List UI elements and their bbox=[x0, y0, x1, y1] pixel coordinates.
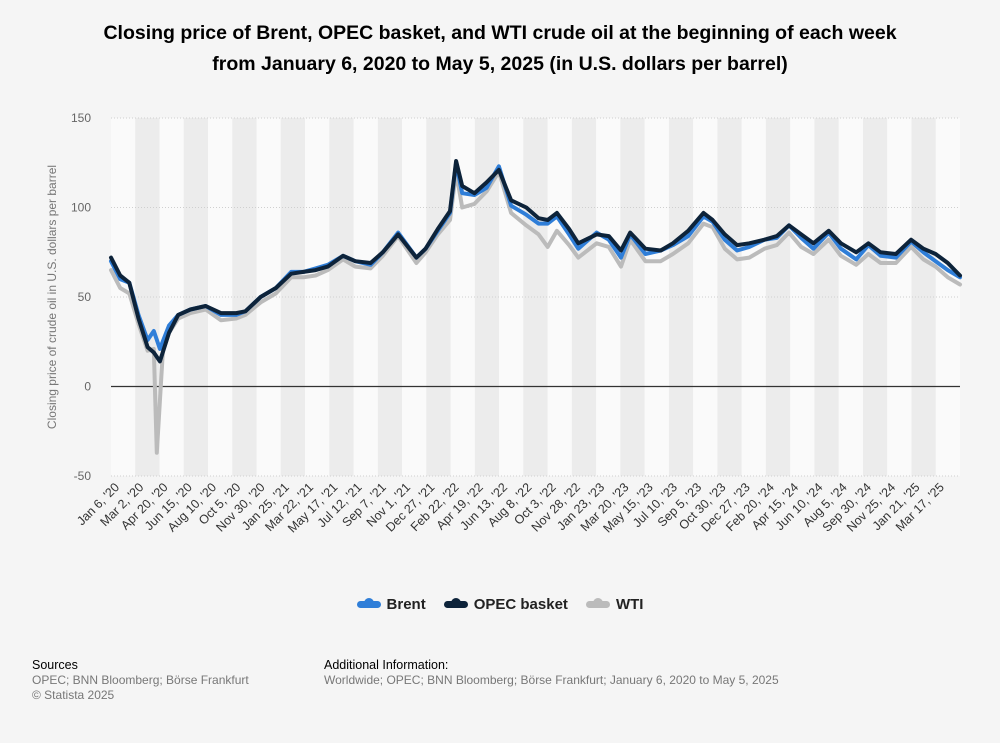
band-7 bbox=[280, 118, 306, 476]
y-tick-label: 50 bbox=[78, 290, 92, 304]
series-line-opec-basket[interactable] bbox=[109, 159, 962, 364]
band-32 bbox=[887, 118, 912, 476]
legend-label-brent: Brent bbox=[386, 596, 426, 613]
y-tick-label: 100 bbox=[71, 201, 91, 215]
legend-label-opec: OPEC basket bbox=[473, 596, 568, 613]
legend-swatch-wti bbox=[585, 598, 610, 608]
y-tick-label: 0 bbox=[84, 380, 91, 394]
sources-heading: Sources bbox=[32, 658, 78, 672]
band-30 bbox=[838, 118, 863, 476]
legend-item-opec[interactable]: OPEC basket bbox=[443, 596, 568, 613]
title-line-2: from January 6, 2020 to May 5, 2025 (in … bbox=[212, 53, 788, 75]
copyright: © Statista 2025 bbox=[32, 688, 115, 702]
legend: Brent OPEC basket WTI bbox=[0, 596, 1000, 613]
y-tick-label: -50 bbox=[74, 469, 92, 483]
legend-swatch-opec bbox=[443, 598, 468, 608]
band-9 bbox=[329, 118, 354, 476]
legend-label-wti: WTI bbox=[615, 596, 644, 613]
sources-text: OPEC; BNN Bloomberg; Börse Frankfurt bbox=[32, 673, 249, 687]
series-line-wti[interactable] bbox=[109, 169, 962, 455]
title-line-1: Closing price of Brent, OPEC basket, and… bbox=[103, 22, 897, 44]
y-axis-ticks: 150 100 50 0 -50 bbox=[71, 111, 91, 483]
y-tick-label: 150 bbox=[71, 111, 91, 125]
additional-text: Worldwide; OPEC; BNN Bloomberg; Börse Fr… bbox=[324, 673, 779, 687]
band-18 bbox=[547, 118, 572, 476]
background-bands bbox=[111, 118, 960, 476]
legend-swatch-brent bbox=[356, 598, 381, 608]
band-20 bbox=[596, 118, 621, 476]
series-lines bbox=[109, 159, 962, 455]
chart-title: Closing price of Brent, OPEC basket, and… bbox=[40, 18, 960, 80]
additional-info-block: Additional Information: Worldwide; OPEC;… bbox=[324, 658, 779, 688]
band-29 bbox=[814, 118, 839, 476]
additional-heading: Additional Information: bbox=[324, 658, 449, 672]
band-8 bbox=[305, 118, 330, 476]
band-31 bbox=[862, 118, 888, 476]
legend-item-wti[interactable]: WTI bbox=[585, 596, 644, 613]
legend-item-brent[interactable]: Brent bbox=[356, 596, 426, 613]
sources-block: Sources OPEC; BNN Bloomberg; Börse Frank… bbox=[32, 658, 249, 703]
gridlines bbox=[111, 117, 960, 477]
band-19 bbox=[571, 118, 597, 476]
y-axis-label: Closing price of crude oil in U.S. dolla… bbox=[45, 165, 59, 429]
